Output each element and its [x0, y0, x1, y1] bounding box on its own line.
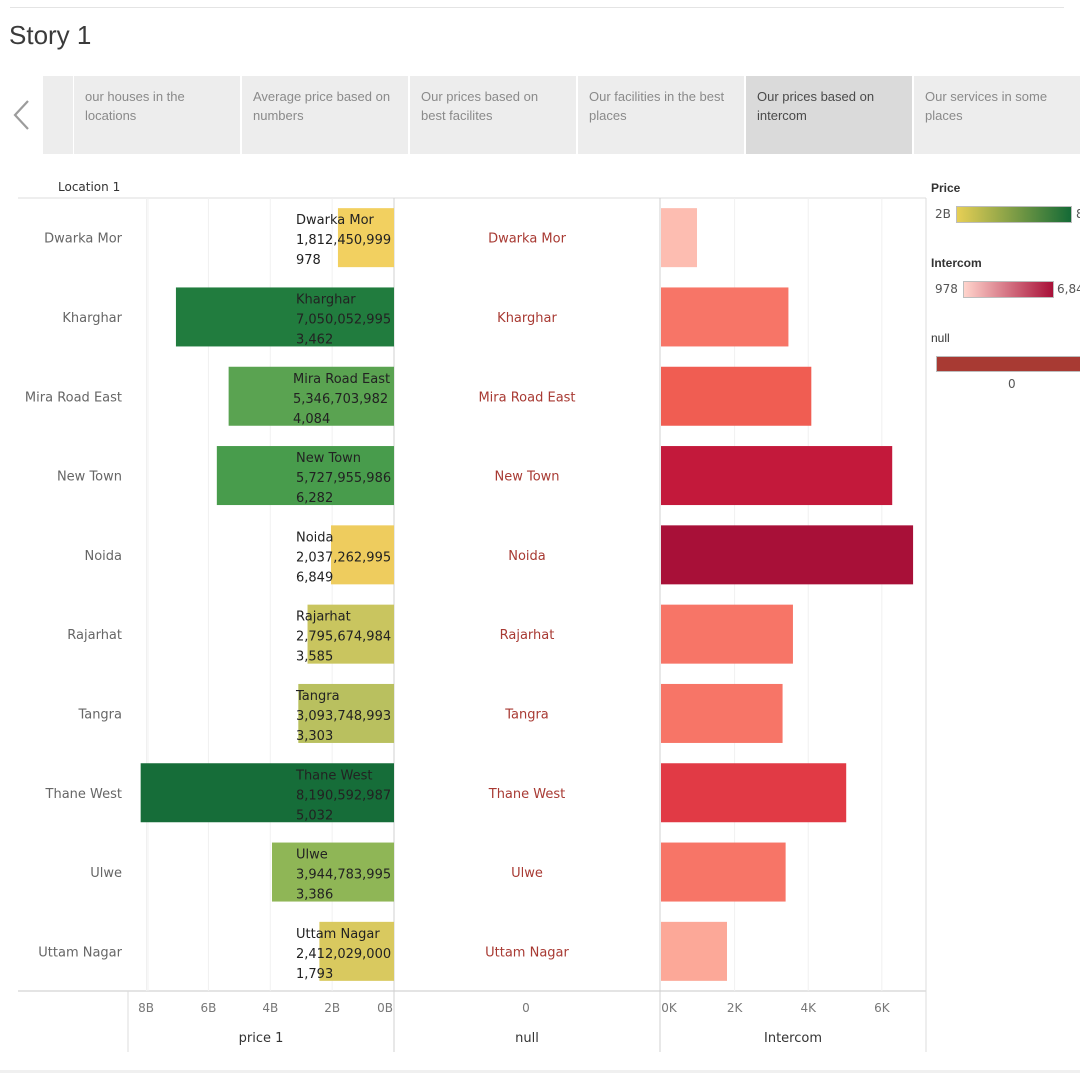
- price-bar-label: New Town 5,727,955,986 6,282: [296, 451, 391, 506]
- story-point-tab[interactable]: Our prices based on best facilites: [410, 76, 576, 154]
- price-legend-min: 2B: [935, 207, 951, 221]
- intercom-legend-max: 6,84: [1057, 282, 1080, 296]
- null-legend-title: null: [931, 331, 950, 345]
- price-bar-label: Dwarka Mor 1,812,450,999 978: [296, 213, 391, 268]
- story-point-tab[interactable]: our houses in the locations: [74, 76, 240, 154]
- story-point-tabs: our houses in the locations Average pric…: [74, 76, 1080, 154]
- row-label: Uttam Nagar: [38, 945, 122, 960]
- price-tick-label: 6B: [200, 1001, 216, 1015]
- intercom-bar: [661, 366, 812, 426]
- null-color-swatch: [936, 356, 1080, 372]
- null-panel-label: Uttam Nagar: [485, 945, 569, 960]
- intercom-bar: [661, 921, 727, 981]
- intercom-legend-min: 978: [935, 282, 958, 296]
- price-bar-label: Uttam Nagar 2,412,029,000 1,793: [296, 927, 391, 982]
- row-label: Rajarhat: [67, 628, 122, 643]
- null-tick-label: 0: [522, 1001, 530, 1015]
- price-tick-label: 2B: [324, 1001, 340, 1015]
- null-legend-tick: 0: [1008, 377, 1016, 391]
- null-panel-label: Tangra: [504, 707, 549, 722]
- price-legend-max: 8: [1076, 207, 1080, 221]
- row-label: Noida: [84, 549, 122, 564]
- intercom-bar: [661, 446, 893, 506]
- price-bar: [319, 921, 394, 981]
- price-bar-label: Noida 2,037,262,995 6,849: [296, 530, 391, 585]
- price-bar-label: Thane West 8,190,592,987 5,032: [295, 768, 391, 823]
- intercom-bar: [661, 604, 793, 664]
- intercom-bar: [661, 763, 847, 823]
- null-panel-label: Noida: [508, 549, 546, 564]
- previous-story-point-button[interactable]: [0, 76, 42, 154]
- price-bar: [140, 763, 394, 823]
- null-panel-label: Ulwe: [511, 866, 543, 881]
- price-bar: [337, 208, 394, 268]
- null-panel-label: New Town: [494, 470, 559, 485]
- chevron-left-icon: [13, 100, 29, 130]
- intercom-bar: [661, 525, 914, 585]
- story-point-tab[interactable]: Our facilities in the best places: [578, 76, 744, 154]
- intercom-bar: [661, 683, 783, 743]
- null-axis-title: null: [515, 1031, 539, 1046]
- intercom-bar: [661, 208, 697, 268]
- intercom-color-ramp: [963, 281, 1054, 298]
- intercom-bar: [661, 842, 786, 902]
- bottom-divider: [0, 1070, 1080, 1073]
- null-panel-label: Dwarka Mor: [488, 232, 567, 247]
- row-label: Kharghar: [62, 311, 122, 326]
- price-bar-label: Kharghar 7,050,052,995 3,462: [296, 292, 391, 347]
- row-label: Mira Road East: [25, 390, 122, 405]
- price-bar: [228, 366, 394, 426]
- price-bar-label: Rajarhat 2,795,674,984 3,585: [296, 610, 391, 665]
- intercom-bar: [661, 287, 789, 347]
- intercom-legend-title: Intercom: [931, 256, 982, 270]
- story-navigator: our houses in the locations Average pric…: [0, 76, 1080, 154]
- row-label: Thane West: [45, 787, 122, 802]
- row-label: New Town: [57, 470, 122, 485]
- story-point-tab[interactable]: Average price based on numbers: [242, 76, 408, 154]
- row-label: Dwarka Mor: [44, 232, 123, 247]
- row-label: Tangra: [77, 707, 122, 722]
- price-color-ramp: [956, 206, 1072, 223]
- intercom-tick-label: 6K: [874, 1001, 891, 1015]
- story-title: Story 1: [9, 20, 92, 50]
- top-divider: [10, 7, 1064, 8]
- price-axis-title: price 1: [239, 1031, 284, 1046]
- null-panel-label: Mira Road East: [478, 390, 575, 405]
- price-bar-label: Mira Road East 5,346,703,982 4,084: [293, 372, 390, 427]
- intercom-axis-title: Intercom: [764, 1031, 822, 1046]
- story-point-tab[interactable]: Our services in some places: [914, 76, 1080, 154]
- previous-story-strip[interactable]: [43, 76, 73, 154]
- intercom-tick-label: 4K: [800, 1001, 817, 1015]
- price-bar: [307, 604, 394, 664]
- price-tick-label: 0B: [377, 1001, 393, 1015]
- row-header-label: Location 1: [58, 180, 120, 194]
- price-bar: [175, 287, 394, 347]
- price-tick-label: 4B: [262, 1001, 278, 1015]
- row-label: Ulwe: [90, 866, 122, 881]
- price-bar-label: Ulwe 3,944,783,995 3,386: [296, 848, 391, 903]
- price-bar-label: Tangra 3,093,748,993 3,303: [295, 689, 391, 744]
- price-tick-label: 8B: [138, 1001, 154, 1015]
- null-panel-label: Kharghar: [497, 311, 557, 326]
- legend-panel: Price 2B 8 Intercom 978 6,84 null 0: [930, 180, 1080, 410]
- null-panel-label: Rajarhat: [500, 628, 555, 643]
- bar-chart: Location 1 Dwarka Mor Dwarka Mor 1,812,450,…: [18, 180, 927, 1052]
- story-point-tab-active[interactable]: Our prices based on intercom: [746, 76, 912, 154]
- price-bar: [216, 446, 394, 506]
- intercom-tick-label: 0K: [661, 1001, 678, 1015]
- price-bar: [298, 683, 394, 743]
- price-legend-title: Price: [931, 181, 961, 195]
- price-bar: [271, 842, 394, 902]
- intercom-tick-label: 2K: [727, 1001, 744, 1015]
- null-panel-label: Thane West: [488, 787, 565, 802]
- price-bar: [330, 525, 394, 585]
